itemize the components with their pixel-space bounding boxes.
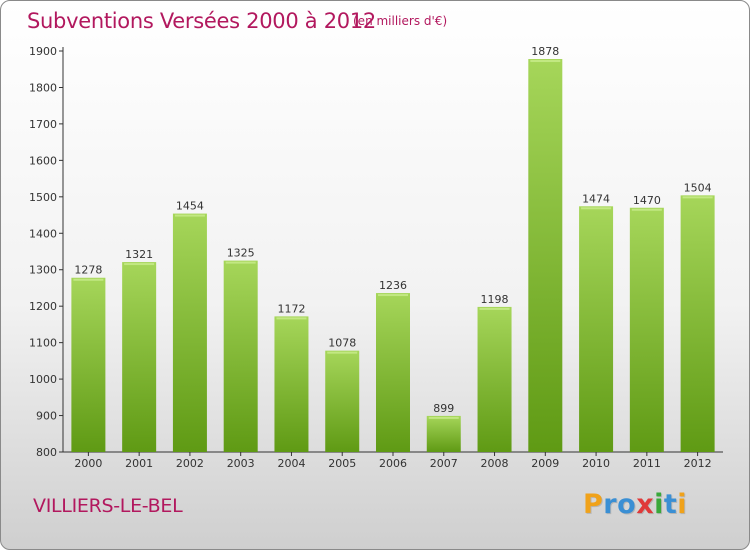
bar-value-label: 1321 xyxy=(125,248,153,261)
bar-value-label: 1236 xyxy=(379,279,407,292)
y-tick-label: 900 xyxy=(36,410,57,423)
x-tick-label: 2000 xyxy=(74,457,102,470)
bar-highlight xyxy=(631,208,662,211)
bar-2001 xyxy=(122,262,157,452)
bar-highlight xyxy=(378,294,408,297)
place-name: VILLIERS-LE-BEL xyxy=(33,495,183,517)
y-tick-label: 1500 xyxy=(29,191,57,204)
bar-highlight xyxy=(682,196,713,199)
bar-value-label: 1504 xyxy=(684,181,712,194)
bar-value-label: 1078 xyxy=(328,337,356,350)
bar-2012 xyxy=(680,195,715,453)
x-tick-label: 2002 xyxy=(176,457,204,470)
bar-highlight xyxy=(479,307,510,310)
bar-highlight xyxy=(174,214,205,217)
bar-highlight xyxy=(73,278,104,281)
y-tick-label: 1200 xyxy=(29,300,57,313)
bar-highlight xyxy=(124,263,155,266)
y-tick-label: 1600 xyxy=(29,154,57,167)
bar-2000 xyxy=(71,277,106,452)
bar-2004 xyxy=(274,316,309,452)
x-tick-label: 2010 xyxy=(582,457,610,470)
x-tick-label: 2012 xyxy=(684,457,712,470)
bar-value-label: 1454 xyxy=(176,200,204,213)
bar-value-label: 1325 xyxy=(227,247,255,260)
bar-2010 xyxy=(579,206,614,452)
bar-highlight xyxy=(428,416,459,419)
bar-highlight xyxy=(530,60,561,63)
bar-highlight xyxy=(581,207,612,210)
bar-2003 xyxy=(223,260,258,452)
bar-value-label: 1470 xyxy=(633,194,661,207)
y-tick-label: 1100 xyxy=(29,337,57,350)
bar-value-label: 1878 xyxy=(531,45,559,58)
bar-value-label: 1172 xyxy=(277,302,305,315)
y-tick-label: 800 xyxy=(36,446,57,459)
bar-highlight xyxy=(327,351,358,354)
x-tick-label: 2009 xyxy=(531,457,559,470)
bar-2009 xyxy=(528,59,563,453)
x-tick-label: 2004 xyxy=(277,457,305,470)
x-tick-label: 2008 xyxy=(481,457,509,470)
bar-2008 xyxy=(477,306,512,452)
bar-highlight xyxy=(276,317,307,320)
y-tick-label: 1000 xyxy=(29,373,57,386)
bar-2011 xyxy=(629,207,664,452)
x-tick-label: 2006 xyxy=(379,457,407,470)
bar-value-label: 1198 xyxy=(481,293,509,306)
x-tick-label: 2011 xyxy=(633,457,661,470)
y-tick-label: 1800 xyxy=(29,81,57,94)
proxiti-logo: Proxiti xyxy=(583,489,688,520)
bar-value-label: 899 xyxy=(433,402,454,415)
x-tick-label: 2001 xyxy=(125,457,153,470)
bar-2007 xyxy=(426,415,461,452)
bar-2002 xyxy=(172,213,207,452)
bar-2005 xyxy=(325,350,360,452)
y-tick-label: 1300 xyxy=(29,264,57,277)
bar-highlight xyxy=(225,261,256,264)
chart-subtitle: (en milliers d'€) xyxy=(353,14,448,28)
chart-title: Subventions Versées 2000 à 2012 xyxy=(27,9,376,33)
bar-2006 xyxy=(376,293,410,452)
bar-value-label: 1474 xyxy=(582,192,610,205)
x-tick-label: 2005 xyxy=(328,457,356,470)
y-tick-label: 1700 xyxy=(29,118,57,131)
bar-value-label: 1278 xyxy=(74,264,102,277)
x-tick-label: 2003 xyxy=(227,457,255,470)
x-tick-label: 2007 xyxy=(430,457,458,470)
y-tick-label: 1400 xyxy=(29,227,57,240)
y-tick-label: 1900 xyxy=(29,45,57,58)
